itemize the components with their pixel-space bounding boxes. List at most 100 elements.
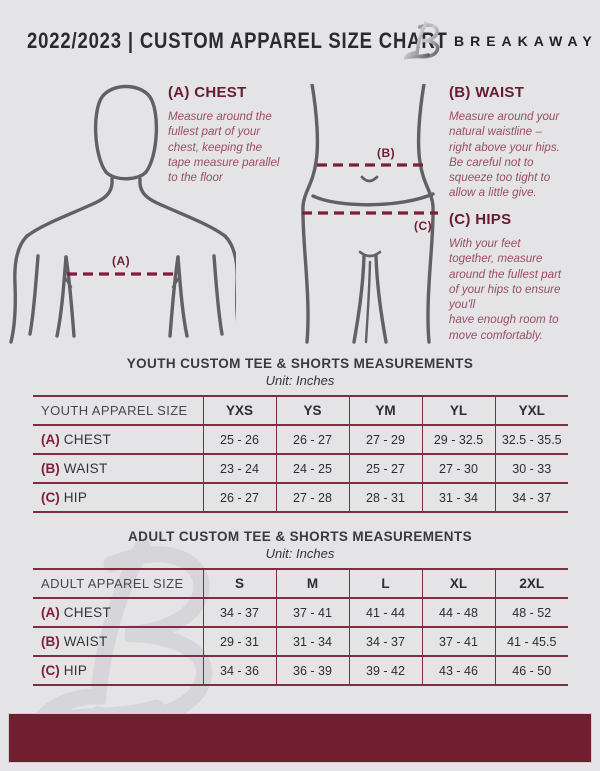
brand-name: BREAKAWAY <box>454 33 598 49</box>
measurement-value-cell: 41 - 44 <box>348 597 422 627</box>
youth-table-unit: Unit: Inches <box>265 373 335 388</box>
figure-left-notch <box>62 274 73 289</box>
figure-left-arm-inner <box>28 254 40 336</box>
adult-section: ADULT CUSTOM TEE & SHORTS MEASUREMENTS U… <box>0 529 600 686</box>
figure-left-outline <box>301 84 320 344</box>
marker-c-label: (C) <box>414 219 433 233</box>
marker-a-label: (A) <box>112 254 131 268</box>
chest-figure <box>9 84 236 344</box>
figure-left-chest-line <box>55 255 68 338</box>
figure-right-arm-inner <box>212 254 224 336</box>
adult-table-unit: Unit: Inches <box>265 546 335 561</box>
size-column-header: YL <box>421 395 495 425</box>
page-title: 2022/2023 | CUSTOM APPAREL SIZE CHART <box>27 28 448 53</box>
youth-section: YOUTH CUSTOM TEE & SHORTS MEASUREMENTS U… <box>0 356 600 513</box>
measurement-value-cell: 23 - 24 <box>202 453 276 483</box>
measurement-value-cell: 43 - 46 <box>421 655 495 686</box>
table-row: (A) CHEST 34 - 37 37 - 41 41 - 44 44 - 48 48 -… <box>33 597 568 627</box>
size-column-header: M <box>275 568 349 598</box>
size-column-header: L <box>348 568 422 598</box>
youth-table-title: YOUTH CUSTOM TEE & SHORTS MEASUREMENTS <box>126 356 474 371</box>
waist-description: Measure around your natural waistline – … <box>449 110 560 200</box>
measurement-value-cell: 34 - 36 <box>202 655 276 686</box>
figure-crotch <box>358 250 382 258</box>
measurement-letter: (A) <box>41 432 60 447</box>
measurement-name: CHEST <box>63 605 112 620</box>
figure-right-notch <box>171 274 182 289</box>
measurement-letter: (B) <box>41 461 60 476</box>
table-row: (C) HIP 34 - 36 36 - 39 39 - 42 43 - 46 46 - 5… <box>33 655 568 686</box>
measurement-label-cell: (C) HIP <box>33 482 203 513</box>
figure-right-shoulder <box>138 177 227 238</box>
measurement-value-cell: 26 - 27 <box>275 424 349 454</box>
measurement-name: HIP <box>63 663 88 678</box>
measurement-value-cell: 27 - 28 <box>275 482 349 513</box>
marker-b-label: (B) <box>377 146 396 160</box>
size-column-header: YXL <box>494 395 568 425</box>
measurement-value-cell: 34 - 37 <box>202 597 276 627</box>
size-column-header: 2XL <box>494 568 568 598</box>
adult-table-title: ADULT CUSTOM TEE & SHORTS MEASUREMENTS <box>128 529 472 544</box>
chest-description: Measure around the fullest part of your … <box>168 110 280 185</box>
measurement-value-cell: 27 - 30 <box>421 453 495 483</box>
measurement-label-cell: (A) CHEST <box>33 597 203 627</box>
figure-left-inner-leg <box>352 254 366 344</box>
measurement-value-cell: 31 - 34 <box>275 626 349 656</box>
measurement-name: WAIST <box>63 634 108 649</box>
figure-chin-outline <box>104 170 148 181</box>
hips-heading: (C) HIPS <box>449 211 512 228</box>
measurement-label-cell: (A) CHEST <box>33 424 203 454</box>
measurement-value-cell: 31 - 34 <box>421 482 495 513</box>
measurement-value-cell: 48 - 52 <box>494 597 568 627</box>
measurement-value-cell: 27 - 29 <box>348 424 422 454</box>
measurement-value-cell: 34 - 37 <box>348 626 422 656</box>
size-label-header: ADULT APPAREL SIZE <box>33 568 203 598</box>
measurement-label-cell: (C) HIP <box>33 655 203 686</box>
figure-right-armpit-line <box>168 255 180 338</box>
measurement-value-cell: 41 - 45.5 <box>494 626 568 656</box>
figure-leg-seam <box>364 260 372 344</box>
measurement-value-cell: 44 - 48 <box>421 597 495 627</box>
table-header-row: ADULT APPAREL SIZE S M L XL 2XL <box>33 568 568 598</box>
measurement-value-cell: 29 - 32.5 <box>421 424 495 454</box>
table-header-row: YOUTH APPAREL SIZE YXS YS YM YL YXL <box>33 395 568 425</box>
size-column-header: S <box>202 568 276 598</box>
measurement-name: CHEST <box>63 432 112 447</box>
chest-heading: (A) CHEST <box>168 84 247 101</box>
chest-instructions: (A) CHEST Measure around the fullest par… <box>168 84 298 185</box>
measurement-value-cell: 36 - 39 <box>275 655 349 686</box>
figure-right-arm-outer <box>223 234 236 321</box>
figure-left-shoulder <box>25 177 114 238</box>
measurement-name: WAIST <box>63 461 108 476</box>
measurement-value-cell: 28 - 31 <box>348 482 422 513</box>
figure-hip-crease <box>311 192 435 207</box>
figure-right-inner-leg <box>374 254 388 344</box>
hips-instructions: (C) HIPS With your feet together, measur… <box>449 211 573 343</box>
figure-right-chest-line <box>176 255 189 338</box>
figure-head-outline <box>93 84 159 174</box>
measurement-value-cell: 37 - 41 <box>421 626 495 656</box>
size-column-header: YXS <box>202 395 276 425</box>
table-row: (B) WAIST 23 - 24 24 - 25 25 - 27 27 - 30 30 -… <box>33 453 568 483</box>
measurement-label-cell: (B) WAIST <box>33 626 203 656</box>
table-row: (C) HIP 26 - 27 27 - 28 28 - 31 31 - 34 34 - 3… <box>33 482 568 513</box>
measurement-label-cell: (B) WAIST <box>33 453 203 483</box>
table-row: (A) CHEST 25 - 26 26 - 27 27 - 29 29 - 32.5 32… <box>33 424 568 454</box>
measurement-name: HIP <box>63 490 88 505</box>
brand-logo: BREAKAWAY <box>404 20 598 62</box>
measurement-value-cell: 24 - 25 <box>275 453 349 483</box>
waist-heading: (B) WAIST <box>449 84 525 101</box>
figure-left-arm-outer <box>9 234 29 344</box>
hips-description: With your feet together, measure around … <box>449 237 562 342</box>
size-column-header: YM <box>348 395 422 425</box>
figure-navel <box>360 175 379 183</box>
table-row: (B) WAIST 29 - 31 31 - 34 34 - 37 37 - 41 41 -… <box>33 626 568 656</box>
size-column-header: YS <box>275 395 349 425</box>
measurement-letter: (B) <box>41 634 60 649</box>
size-label-header: YOUTH APPAREL SIZE <box>33 395 203 425</box>
measurement-value-cell: 29 - 31 <box>202 626 276 656</box>
measurement-value-cell: 25 - 27 <box>348 453 422 483</box>
waist-instructions: (B) WAIST Measure around your natural wa… <box>449 84 567 201</box>
youth-size-table: YOUTH APPAREL SIZE YXS YS YM YL YXL (A) CHEST 25… <box>33 395 568 513</box>
